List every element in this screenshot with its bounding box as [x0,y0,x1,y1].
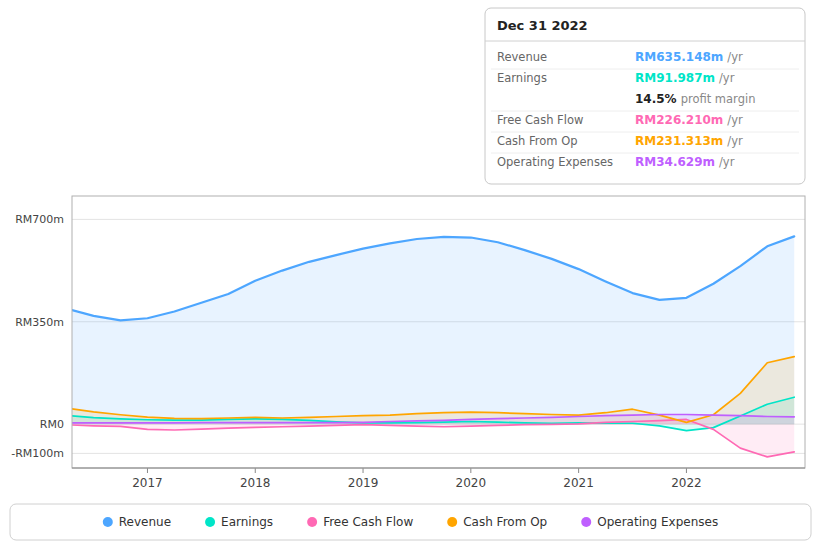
tooltip-suffix: /yr [727,50,743,64]
tooltip-row-separator [491,153,799,154]
x-tick [686,468,687,473]
y-tick-label: RM0 [40,418,64,431]
tooltip-box [485,8,805,184]
tooltip-value: RM635.148m [635,50,723,64]
x-tick-label: 2022 [671,476,702,490]
tooltip-value: RM226.210m [635,113,723,127]
legend-item: Earnings [205,515,273,529]
series-line [72,236,794,320]
y-tick-label: -RM100m [11,447,64,460]
tooltip-value: RM231.313m [635,134,723,148]
series-line [72,419,794,456]
series-line [72,357,794,423]
legend-box [10,504,811,540]
tooltip-suffix: /yr [719,155,735,169]
chart-root: -RM100m RM0 RM350m RM700m 2017 2018 2019 2020 20… [0,0,821,560]
y-tick-label: RM350m [15,316,64,329]
tooltip-suffix: /yr [727,134,743,148]
series-line [72,414,794,422]
tooltip: Dec 31 2022 Revenue RM635.148m/yr Earnings R… [485,8,805,184]
tooltip-value: RM34.629m [635,155,715,169]
tooltip-separator [485,41,805,42]
tooltip-value: RM91.987m [635,71,715,85]
series-area [72,357,794,425]
legend-item: Operating Expenses [581,515,718,529]
tooltip-suffix: /yr [719,71,735,85]
legend-item: Revenue [103,515,171,529]
tooltip-suffix: /yr [727,113,743,127]
plot-frame [72,196,805,468]
x-axis-line [72,468,805,469]
x-tick-label: 2021 [563,476,594,490]
plot-area [72,236,794,457]
x-tick-label: 2018 [240,476,271,490]
legend-label: Revenue [119,515,171,529]
x-tick-label: 2020 [456,476,487,490]
x-tick [363,468,364,473]
tooltip-label: Cash From Op [497,134,578,148]
legend-label: Operating Expenses [597,515,718,529]
tooltip-value: 14.5% [635,92,677,106]
legend: Revenue Earnings Free Cash Flow Cash From O… [10,504,811,540]
areas [72,236,794,457]
tooltip-label: Earnings [497,71,547,85]
x-tick-label: 2017 [132,476,163,490]
legend-marker [447,517,457,527]
tooltip-label: Revenue [497,50,547,64]
legend-item: Free Cash Flow [307,515,413,529]
legend-marker [103,517,113,527]
legend-label: Free Cash Flow [323,515,413,529]
x-tick [470,468,471,473]
series-area [72,419,794,456]
x-tick [255,468,256,473]
tooltip-row-separator [491,111,799,112]
tooltip-title: Dec 31 2022 [497,18,588,33]
legend-marker [205,517,215,527]
x-tick [147,468,148,473]
tooltip-label: Free Cash Flow [497,113,583,127]
series-area [72,236,794,424]
tooltip-row-separator [491,69,799,70]
legend-item: Cash From Op [447,515,547,529]
grid-line [72,219,805,220]
y-tick-label: RM700m [15,213,64,226]
x-tick [578,468,579,473]
legend-marker [581,517,591,527]
grid-line [72,453,805,454]
legend-label: Earnings [221,515,273,529]
tooltip-label: Operating Expenses [497,155,613,169]
lines [72,236,794,457]
tooltip-suffix: profit margin [681,92,756,106]
tooltip-row-separator [491,132,799,133]
x-tick-label: 2019 [348,476,379,490]
legend-label: Cash From Op [463,515,547,529]
legend-marker [307,517,317,527]
